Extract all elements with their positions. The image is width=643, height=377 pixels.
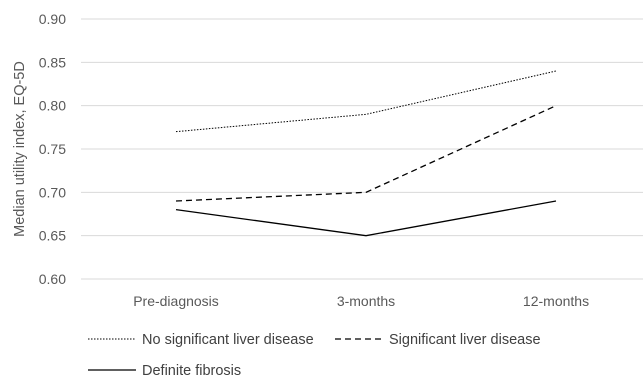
series-line-2 — [175, 105, 557, 202]
legend-item-no-significant-liver-disease: No significant liver disease — [88, 332, 314, 348]
y-tick-label: 0.80 — [39, 98, 66, 114]
y-tick-label: 0.60 — [39, 271, 66, 287]
legend-item-definite-fibrosis: Definite fibrosis — [88, 363, 241, 377]
legend-label: Definite fibrosis — [142, 363, 241, 377]
series-line-1 — [175, 70, 557, 133]
gridlines — [81, 18, 643, 280]
y-tick-label: 0.75 — [39, 141, 66, 157]
series-lines — [175, 70, 557, 237]
y-tick-label: 0.70 — [39, 184, 66, 200]
y-axis-title: Median utility index, EQ-5D — [12, 61, 28, 237]
y-tick-label: 0.90 — [39, 11, 66, 27]
y-tick-labels: 0.60 0.65 0.70 0.75 0.80 0.85 0.90 — [39, 11, 66, 287]
x-tick-label: Pre-diagnosis — [133, 293, 219, 309]
series-line-3 — [175, 200, 557, 237]
x-tick-labels: Pre-diagnosis 3-months 12-months — [133, 293, 589, 309]
x-tick-label: 12-months — [523, 293, 589, 309]
legend: No significant liver disease Significant… — [88, 332, 541, 377]
x-tick-label: 3-months — [337, 293, 395, 309]
y-tick-label: 0.85 — [39, 54, 66, 70]
legend-item-significant-liver-disease: Significant liver disease — [335, 332, 541, 348]
legend-label: Significant liver disease — [389, 332, 541, 348]
y-tick-label: 0.65 — [39, 228, 66, 244]
legend-label: No significant liver disease — [142, 332, 314, 348]
